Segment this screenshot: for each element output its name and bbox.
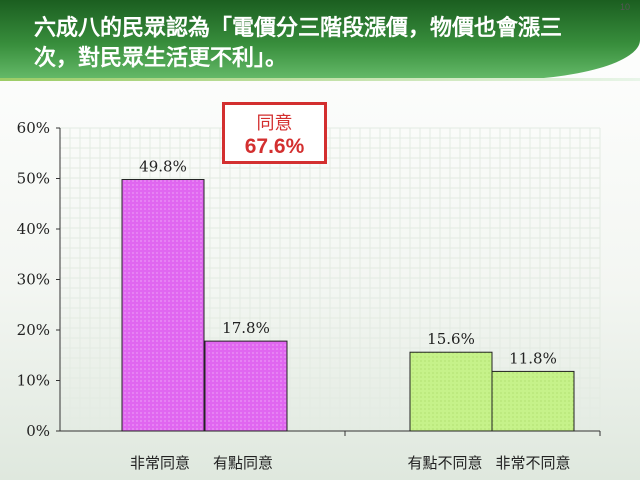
slide-number: 10: [619, 2, 630, 12]
agree-callout-label: 同意: [256, 113, 293, 134]
category-label: 非常同意: [130, 454, 190, 472]
category-label: 非常不同意: [495, 454, 570, 472]
title-divider: [0, 78, 640, 81]
y-tick-label: 0%: [26, 422, 50, 440]
agree-callout-value: 67.6%: [244, 135, 305, 158]
data-label: 11.8%: [509, 349, 557, 367]
bar: [204, 340, 288, 432]
data-label: 49.8%: [139, 158, 187, 176]
data-label: 15.6%: [427, 330, 475, 348]
bar: [409, 351, 493, 432]
y-tick-label: 50%: [17, 170, 50, 188]
y-tick-label: 30%: [17, 271, 50, 289]
y-tick-label: 20%: [17, 321, 50, 339]
data-label: 17.8%: [222, 319, 270, 337]
title-banner: [0, 0, 640, 80]
agree-callout: 同意 67.6%: [222, 102, 327, 164]
bar: [491, 370, 575, 432]
bar: [121, 179, 205, 432]
slide-title: 六成八的民眾認為「電價分三階段漲價，物價也會漲三次，對民眾生活更不利」。: [34, 16, 563, 71]
category-label: 有點同意: [213, 454, 273, 472]
y-tick-label: 60%: [17, 119, 50, 137]
y-tick-label: 40%: [17, 220, 50, 238]
category-label: 有點不同意: [407, 454, 482, 472]
y-tick-label: 10%: [17, 372, 50, 390]
